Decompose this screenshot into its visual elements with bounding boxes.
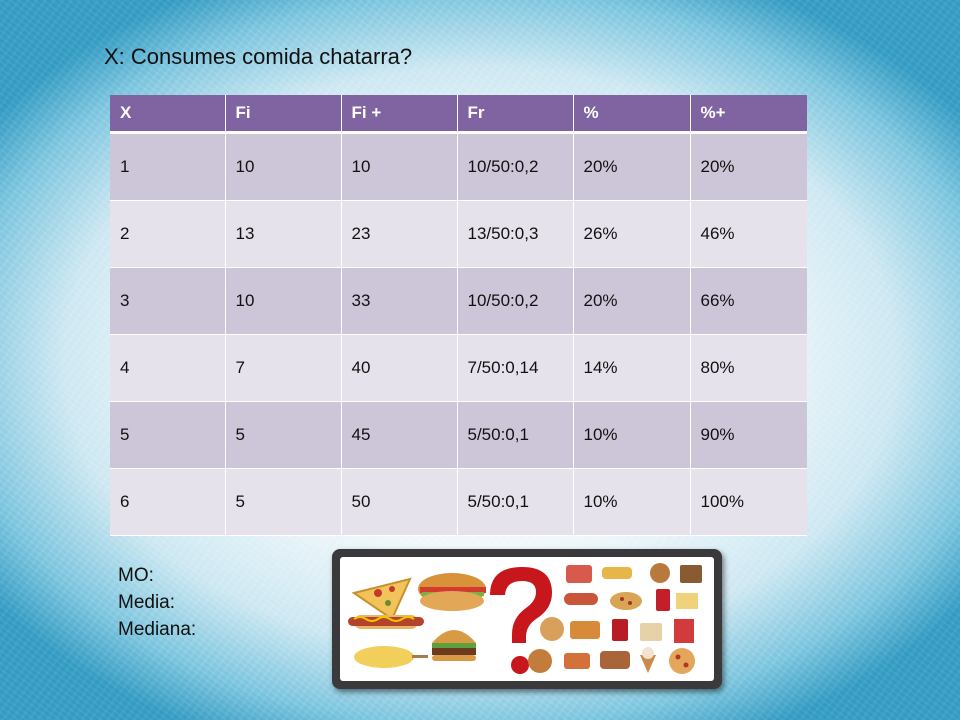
- header-percent-cumulative: %+: [690, 95, 807, 134]
- cell-percent: 10%: [573, 468, 691, 536]
- question-mark-icon: [490, 567, 552, 674]
- header-x: X: [110, 95, 226, 134]
- cell-fi-cumulative: 33: [341, 267, 458, 335]
- cell-fr: 10/50:0,2: [457, 132, 574, 201]
- pizza-slice-icon: [351, 577, 412, 621]
- cell-percent: 20%: [573, 267, 691, 335]
- cell-fr: 5/50:0,1: [457, 468, 574, 536]
- cell-percent: 20%: [573, 132, 691, 201]
- table-row: 1 10 10 10/50:0,2 20% 20%: [110, 132, 807, 201]
- cell-fr: 7/50:0,14: [457, 334, 574, 402]
- junk-food-collage-icon: [348, 563, 702, 674]
- cell-fi-cumulative: 10: [341, 132, 458, 201]
- cell-x: 6: [110, 468, 226, 536]
- cell-percent-cumulative: 66%: [690, 267, 807, 335]
- hot-dog-icon: [348, 615, 424, 629]
- median-label: Mediana:: [118, 619, 197, 640]
- cell-fi: 10: [225, 132, 342, 201]
- cell-x: 3: [110, 267, 226, 335]
- cell-fi-cumulative: 40: [341, 334, 458, 402]
- cell-x: 5: [110, 401, 226, 469]
- cell-percent: 26%: [573, 200, 691, 268]
- cell-fi-cumulative: 45: [341, 401, 458, 469]
- cell-fi-cumulative: 23: [341, 200, 458, 268]
- statistics-labels: MO: Media: Mediana:: [118, 562, 196, 643]
- header-fi-cumulative: Fi +: [341, 95, 458, 134]
- mode-label: MO:: [118, 565, 154, 586]
- frequency-table: X Fi Fi + Fr % %+ 1 10 10 10/50:0,2 20% …: [110, 95, 807, 536]
- cell-fr: 13/50:0,3: [457, 200, 574, 268]
- junk-food-image-frame: [332, 549, 722, 689]
- cell-fr: 5/50:0,1: [457, 401, 574, 469]
- cell-percent: 10%: [573, 401, 691, 469]
- cell-fi: 10: [225, 267, 342, 335]
- cell-percent-cumulative: 46%: [690, 200, 807, 268]
- slide-title: X: Consumes comida chatarra?: [104, 44, 413, 69]
- cell-percent-cumulative: 80%: [690, 334, 807, 402]
- small-food-items-icon: [528, 563, 702, 674]
- cell-x: 1: [110, 132, 226, 201]
- cell-x: 2: [110, 200, 226, 268]
- cell-fr: 10/50:0,2: [457, 267, 574, 335]
- cell-x: 4: [110, 334, 226, 402]
- cell-fi: 5: [225, 401, 342, 469]
- table-row: 3 10 33 10/50:0,2 20% 66%: [110, 267, 807, 335]
- table-row: 6 5 50 5/50:0,1 10% 100%: [110, 468, 807, 536]
- cell-percent-cumulative: 90%: [690, 401, 807, 469]
- table-row: 4 7 40 7/50:0,14 14% 80%: [110, 334, 807, 402]
- cell-percent-cumulative: 20%: [690, 132, 807, 201]
- table-row: 2 13 23 13/50:0,3 26% 46%: [110, 200, 807, 268]
- header-fi: Fi: [225, 95, 342, 134]
- mean-label: Media:: [118, 592, 176, 613]
- cell-fi: 5: [225, 468, 342, 536]
- sub-sandwich-icon: [418, 573, 486, 611]
- cell-fi: 13: [225, 200, 342, 268]
- corn-dog-icon: [354, 646, 428, 668]
- burger-icon: [432, 630, 476, 661]
- header-fr: Fr: [457, 95, 574, 134]
- cell-percent: 14%: [573, 334, 691, 402]
- cell-fi-cumulative: 50: [341, 468, 458, 536]
- header-percent: %: [573, 95, 691, 134]
- cell-percent-cumulative: 100%: [690, 468, 807, 536]
- table-row: 5 5 45 5/50:0,1 10% 90%: [110, 401, 807, 469]
- cell-fi: 7: [225, 334, 342, 402]
- table-header-row: X Fi Fi + Fr % %+: [110, 95, 807, 134]
- junk-food-image: [340, 557, 714, 681]
